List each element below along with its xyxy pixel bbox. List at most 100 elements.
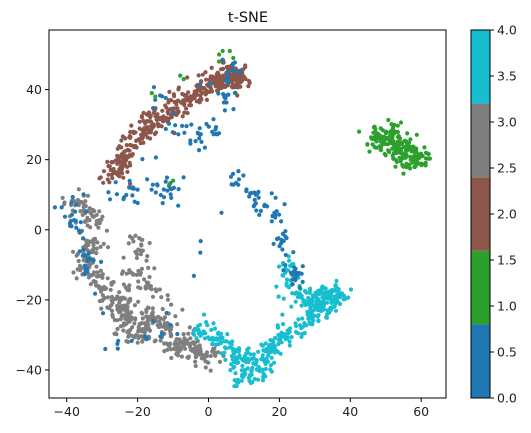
scatter-point — [246, 375, 251, 380]
scatter-point — [170, 130, 175, 135]
scatter-point — [157, 123, 162, 128]
scatter-point — [203, 331, 208, 336]
scatter-point — [142, 131, 147, 137]
scatter-point — [251, 361, 256, 366]
scatter-point — [99, 259, 104, 264]
scatter-point — [158, 192, 163, 198]
scatter-point — [127, 268, 132, 273]
scatter-point — [127, 234, 133, 239]
scatter-point — [348, 287, 354, 292]
scatter-point — [94, 212, 99, 218]
scatter-point — [132, 335, 137, 340]
scatter-point — [158, 338, 163, 343]
scatter-point — [367, 149, 372, 154]
scatter-point — [167, 343, 172, 348]
scatter-point — [135, 340, 140, 345]
scatter-point — [230, 357, 235, 362]
scatter-point — [97, 209, 102, 214]
scatter-point — [88, 282, 93, 287]
scatter-point — [169, 333, 174, 338]
scatter-point — [180, 307, 185, 312]
scatter-point — [208, 353, 213, 359]
scatter-point — [161, 187, 166, 192]
scatter-point — [163, 103, 168, 108]
scatter-point — [414, 146, 419, 151]
scatter-point — [324, 315, 329, 320]
scatter-point — [233, 355, 239, 360]
scatter-point — [232, 71, 237, 77]
scatter-point — [131, 239, 136, 244]
scatter-point — [139, 321, 144, 326]
scatter-point — [117, 174, 122, 179]
scatter-point — [387, 138, 392, 143]
scatter-point — [284, 281, 289, 286]
scatter-point — [153, 97, 158, 102]
scatter-point — [232, 378, 237, 383]
scatter-point — [185, 110, 190, 116]
scatter-point — [145, 125, 150, 130]
scatter-point — [303, 302, 308, 308]
scatter-point — [210, 78, 216, 83]
scatter-point — [149, 187, 154, 192]
scatter-point — [213, 84, 218, 89]
scatter-point — [274, 209, 279, 214]
scatter-point — [81, 205, 86, 210]
scatter-point — [243, 76, 248, 82]
scatter-point — [127, 283, 132, 288]
scatter-point — [191, 95, 196, 100]
scatter-point — [140, 339, 145, 344]
scatter-point — [315, 292, 320, 297]
scatter-point — [306, 298, 312, 303]
scatter-point — [150, 306, 155, 311]
scatter-point — [307, 290, 312, 295]
scatter-point — [127, 160, 132, 165]
scatter-point — [241, 173, 246, 178]
scatter-point — [155, 183, 160, 188]
scatter-point — [176, 132, 181, 137]
scatter-point — [274, 348, 279, 353]
scatter-point — [175, 331, 180, 337]
y-axis: −40 −20 0 20 40 — [16, 82, 49, 377]
scatter-point — [222, 108, 227, 113]
scatter-point — [158, 316, 163, 321]
scatter-point — [390, 140, 395, 145]
scatter-point — [246, 346, 251, 351]
scatter-point — [121, 197, 126, 202]
scatter-point — [84, 242, 89, 247]
scatter-point — [217, 52, 222, 57]
scatter-point — [82, 219, 88, 224]
scatter-point — [127, 311, 132, 316]
scatter-point — [329, 307, 334, 312]
scatter-point — [85, 193, 91, 198]
scatter-point — [187, 325, 192, 330]
scatter-point — [92, 236, 98, 241]
scatter-point — [94, 274, 99, 279]
scatter-point — [145, 135, 150, 140]
scatter-point — [137, 236, 142, 241]
scatter-point — [194, 89, 199, 94]
scatter-point — [196, 148, 202, 153]
scatter-point — [121, 328, 126, 333]
scatter-point — [165, 297, 171, 302]
scatter-point — [129, 123, 134, 128]
scatter-point — [105, 295, 111, 300]
scatter-point — [234, 383, 239, 389]
scatter-point — [260, 353, 265, 358]
y-tick-label: −40 — [16, 362, 42, 377]
scatter-point — [403, 144, 408, 149]
scatter-point — [253, 201, 258, 206]
scatter-point — [378, 136, 383, 142]
scatter-point — [283, 252, 288, 258]
scatter-point — [164, 175, 170, 180]
scatter-point — [82, 263, 87, 268]
scatter-point — [214, 336, 219, 341]
scatter-point — [195, 348, 200, 354]
scatter-point — [147, 317, 152, 322]
scatter-point — [123, 285, 128, 290]
scatter-point — [126, 286, 132, 291]
scatter-point — [409, 149, 414, 154]
scatter-point — [288, 263, 293, 268]
scatter-point — [425, 156, 430, 161]
scatter-point — [176, 187, 181, 192]
scatter-point — [128, 135, 133, 140]
